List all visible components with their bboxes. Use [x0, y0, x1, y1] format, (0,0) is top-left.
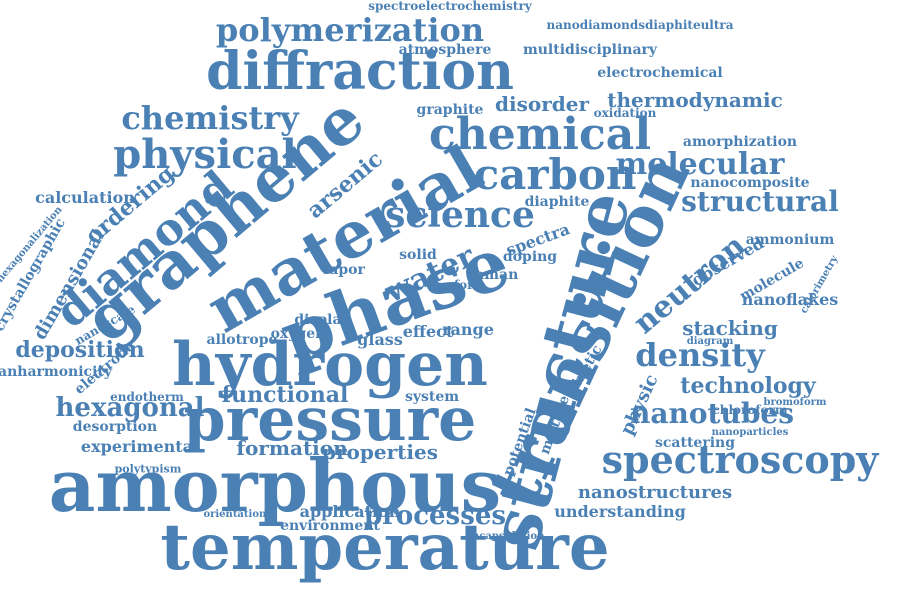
word-cloud-word: amorphization: [682, 134, 798, 150]
word-cloud-word: chemistry: [121, 99, 299, 137]
word-cloud-word: diagram: [686, 336, 734, 347]
word-cloud-word: properties: [322, 440, 438, 464]
word-cloud-word: temperature: [160, 510, 610, 585]
word-cloud-word: multidisciplinary: [522, 42, 658, 58]
word-cloud-word: electrochemical: [597, 65, 723, 81]
word-cloud-word: spectroscopy: [601, 437, 879, 482]
word-cloud-word: technology: [680, 373, 816, 399]
word-cloud-word: pressure: [183, 385, 477, 455]
word-cloud-word: allotrope: [206, 332, 278, 348]
word-cloud-word: polytypism: [114, 462, 182, 476]
word-cloud-word: processes: [363, 501, 507, 531]
word-cloud-word: nanocomposite: [690, 175, 810, 191]
word-cloud-word: doping: [502, 249, 558, 265]
word-cloud-word: functional: [221, 382, 349, 408]
word-cloud-word: oxidation: [593, 106, 657, 120]
word-cloud-word: graphite: [416, 102, 484, 118]
word-cloud-word: oxygen: [270, 326, 326, 342]
word-cloud-word: experimental: [80, 437, 200, 456]
word-cloud-word: effect: [402, 322, 454, 341]
word-cloud-word: nanotubes: [630, 397, 794, 430]
word-cloud-word: thermodynamic: [607, 88, 783, 112]
word-cloud-word: formation: [236, 436, 348, 460]
word-cloud-word: encapsulation: [465, 531, 545, 542]
word-cloud-word: hexagonal: [55, 393, 205, 423]
word-cloud-word: amorphous: [48, 443, 502, 528]
word-cloud-word: carbon: [473, 150, 637, 199]
word-cloud-word: chemical: [428, 109, 652, 160]
word-cloud-word: application: [299, 502, 401, 521]
word-cloud-word: diaphite: [524, 194, 590, 210]
word-cloud-word: vapor: [321, 262, 365, 278]
word-cloud-word: calculation: [35, 188, 135, 207]
word-cloud-word: diffraction: [206, 41, 514, 102]
word-cloud-word: endotherm: [110, 390, 184, 404]
word-cloud-word: solid: [399, 247, 437, 263]
word-cloud-word: structural: [681, 185, 839, 218]
word-cloud-word: understanding: [554, 502, 686, 521]
word-cloud-word: system: [404, 389, 460, 405]
word-cloud-word: density: [635, 336, 765, 374]
word-cloud-word: spectroelectrochemistry: [368, 0, 532, 13]
word-cloud-word: desorption: [72, 419, 158, 435]
word-cloud-word: molecular: [615, 147, 785, 182]
word-cloud-word: nanodiamondsdiaphiteultra: [546, 18, 734, 32]
word-cloud-word: polymerization: [215, 11, 485, 49]
word-cloud-word: glass: [357, 330, 403, 349]
word-cloud-word: display: [294, 312, 350, 328]
word-cloud-word: deposition: [15, 337, 145, 363]
word-cloud-word: stacking: [682, 316, 778, 340]
word-cloud-word: range: [442, 320, 494, 339]
word-cloud-word: atmosphere: [398, 42, 492, 58]
word-cloud-word: form: [453, 278, 487, 292]
word-cloud-word: raman: [467, 267, 519, 283]
word-cloud-word: bromoform: [763, 397, 827, 408]
word-cloud-word: nanoflakes: [741, 290, 839, 309]
word-cloud-word: science: [385, 194, 535, 236]
word-cloud-word: nanoparticles: [711, 427, 789, 438]
word-cloud-word: orientational: [203, 509, 277, 520]
word-cloud-word: nanostructures: [577, 482, 733, 503]
word-cloud-word: hydrogen: [172, 330, 488, 400]
word-cloud-word: physical: [113, 131, 297, 178]
word-cloud-word: environment: [280, 518, 380, 534]
word-cloud-word: disorder: [495, 92, 589, 116]
word-cloud-word: ammonium: [745, 232, 835, 248]
word-cloud-word: chloroform: [712, 403, 788, 417]
word-cloud-word: scattering: [655, 435, 735, 451]
word-cloud-word: anharmonicity: [0, 364, 112, 380]
